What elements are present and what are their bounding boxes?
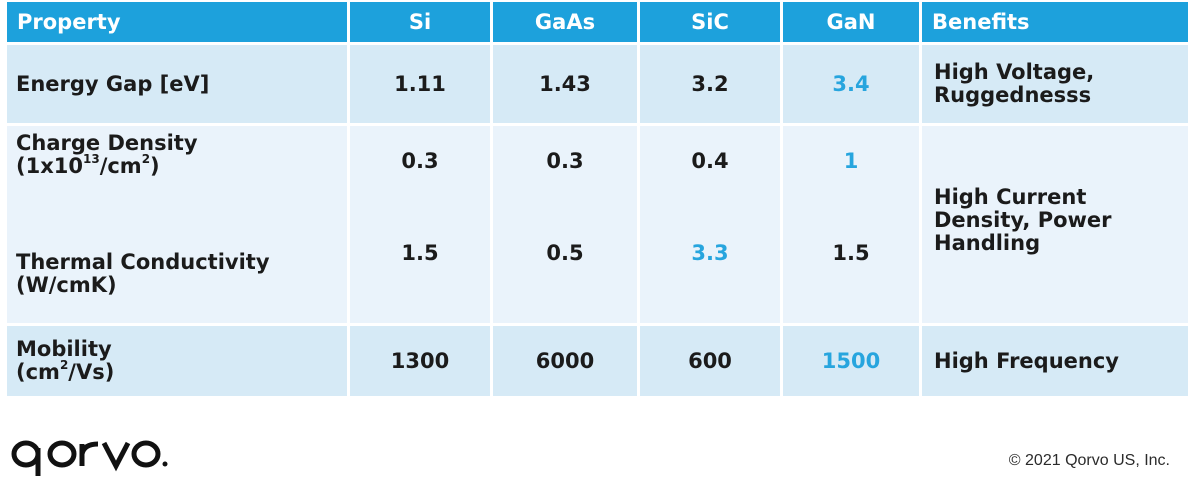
- thermal-conductivity-si: 1.5: [401, 241, 439, 265]
- row-mobility-label: Mobility (cm2/Vs): [7, 326, 347, 396]
- mobility-benefit: High Frequency: [922, 326, 1188, 396]
- charge-thermal-gan: 1 1.5: [783, 126, 919, 323]
- charge-density-unit-suffix: ): [150, 154, 160, 178]
- charge-density-si: 0.3: [401, 149, 439, 173]
- thermal-conductivity-gaas: 0.5: [546, 241, 584, 265]
- mobility-unit-prefix: (cm: [16, 360, 60, 384]
- charge-density-sic: 0.4: [691, 149, 729, 173]
- charge-density-label: Charge Density (1x1013/cm2): [16, 132, 198, 178]
- mobility-unit-exponent: 2: [59, 358, 69, 372]
- charge-density-gan: 1: [843, 149, 859, 173]
- charge-thermal-gaas: 0.3 0.5: [493, 126, 637, 323]
- mobility-sic: 600: [640, 326, 780, 396]
- row-energy-gap-label: Energy Gap [eV]: [7, 45, 347, 123]
- header-gan: GaN: [783, 2, 919, 42]
- thermal-conductivity-gan: 1.5: [832, 241, 870, 265]
- energy-gap-benefit: High Voltage, Ruggednesss: [922, 45, 1188, 123]
- header-si: Si: [350, 2, 490, 42]
- charge-density-label-line2: (1x1013/cm2): [16, 152, 198, 178]
- energy-gap-benefit-line2: Ruggednesss: [934, 83, 1092, 107]
- mobility-unit-suffix: /Vs): [68, 360, 115, 384]
- mobility-gaas: 6000: [493, 326, 637, 396]
- thermal-conductivity-label: Thermal Conductivity (W/cmK): [16, 251, 270, 297]
- current-density-benefit-line1: High Current: [934, 185, 1087, 209]
- copyright-notice: © 2021 Qorvo US, Inc.: [1008, 452, 1170, 469]
- mobility-label-line2: (cm2/Vs): [16, 358, 115, 384]
- charge-thermal-sic: 0.4 3.3: [640, 126, 780, 323]
- charge-density-unit-prefix: (1x10: [16, 154, 83, 178]
- header-gaas: GaAs: [493, 2, 637, 42]
- mobility-si: 1300: [350, 326, 490, 396]
- energy-gap-gan: 3.4: [783, 45, 919, 123]
- mobility-gan: 1500: [783, 326, 919, 396]
- thermal-conductivity-sic: 3.3: [691, 241, 729, 265]
- charge-density-unit-exponent2: 2: [141, 152, 151, 166]
- energy-gap-sic: 3.2: [640, 45, 780, 123]
- thermal-conductivity-label-line1: Thermal Conductivity: [16, 250, 270, 274]
- qorvo-logo: [11, 440, 168, 476]
- energy-gap-benefit-line1: High Voltage,: [934, 60, 1095, 84]
- properties-table: Property Si GaAs SiC GaN Benefits Energy…: [7, 2, 1188, 396]
- current-density-benefit-line3: Handling: [934, 231, 1041, 255]
- header-sic: SiC: [640, 2, 780, 42]
- thermal-conductivity-label-line2: (W/cmK): [16, 273, 117, 297]
- charge-density-unit-exponent: 13: [82, 152, 100, 166]
- charge-density-gaas: 0.3: [546, 149, 584, 173]
- current-density-benefit-line2: Density, Power: [934, 208, 1112, 232]
- current-density-benefit: High Current Density, Power Handling: [922, 126, 1188, 323]
- mobility-label-line1: Mobility: [16, 337, 112, 361]
- charge-density-unit-mid: /cm: [99, 154, 142, 178]
- header-property: Property: [7, 2, 347, 42]
- energy-gap-gaas: 1.43: [493, 45, 637, 123]
- charge-density-label-line1: Charge Density: [16, 131, 198, 155]
- header-benefits: Benefits: [922, 2, 1188, 42]
- energy-gap-si: 1.11: [350, 45, 490, 123]
- charge-thermal-si: 0.3 1.5: [350, 126, 490, 323]
- row-charge-thermal-labels: Charge Density (1x1013/cm2) Thermal Cond…: [7, 126, 347, 323]
